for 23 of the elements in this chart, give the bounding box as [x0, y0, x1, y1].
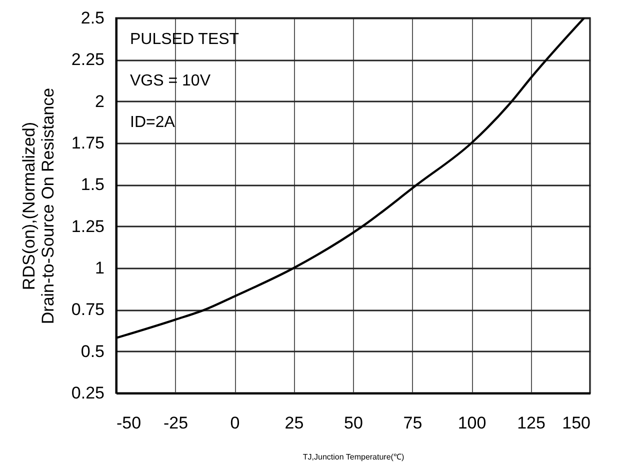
x-axis-title: TJ,Junction Temperature(℃) — [302, 452, 404, 462]
y-tick-label: 1 — [95, 258, 104, 278]
x-tick-label: 125 — [517, 414, 546, 432]
y-tick-label: 1.75 — [71, 134, 104, 152]
text: Drain-to-Source On Resistance — [38, 88, 58, 324]
y-tick-label: 0.5 — [80, 342, 104, 361]
x-tick-label: 50 — [344, 414, 363, 432]
x-tick-label: 0 — [230, 414, 240, 432]
x-tick-label: 25 — [284, 414, 304, 432]
x-tick-label: 150 — [562, 414, 590, 432]
x-tick-label: 75 — [403, 414, 422, 432]
y-tick-label: 2.25 — [71, 50, 104, 70]
annotation: ID=2A — [130, 114, 176, 131]
y-tick-label: 2.5 — [80, 8, 104, 28]
x-tick-label: -50 — [116, 414, 142, 432]
y-tick-label: 1.25 — [71, 216, 104, 236]
x-tick-label: -25 — [163, 414, 188, 432]
y-tick-label: 1.5 — [80, 175, 104, 194]
text: RDS(on),(Normalized) — [19, 122, 38, 290]
y-tick-label: 0.75 — [71, 300, 104, 320]
x-tick-label: 100 — [458, 414, 486, 432]
y-tick-label: 2 — [95, 92, 104, 111]
y-tick-label: 0.25 — [71, 384, 104, 402]
